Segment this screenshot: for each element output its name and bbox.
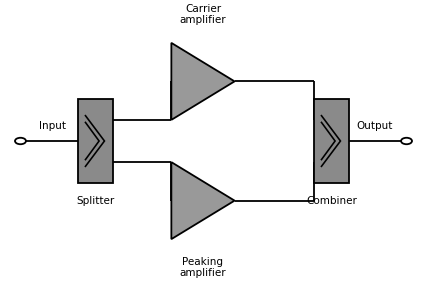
Bar: [78, 99, 113, 183]
Polygon shape: [171, 162, 234, 239]
Bar: [313, 99, 348, 183]
Circle shape: [400, 138, 411, 144]
Text: Splitter: Splitter: [76, 196, 114, 206]
Text: Peaking
amplifier: Peaking amplifier: [179, 257, 226, 278]
Text: Carrier
amplifier: Carrier amplifier: [179, 4, 226, 25]
Text: Output: Output: [356, 121, 392, 131]
Circle shape: [15, 138, 26, 144]
Text: Combiner: Combiner: [305, 196, 356, 206]
Polygon shape: [171, 43, 234, 120]
Text: Input: Input: [39, 121, 66, 131]
